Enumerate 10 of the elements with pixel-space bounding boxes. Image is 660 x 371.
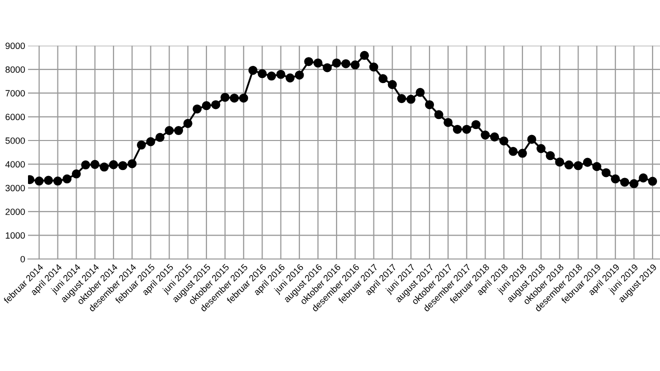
y-tick-label: 7000 [6,90,25,96]
y-tick-label: 3000 [5,184,25,192]
y-tick-label: 1000 [6,232,25,239]
y-tick-label: 6000 [6,114,25,120]
y-tick-label: 8000 [6,66,25,73]
y-tick-label: 5000 [6,137,25,144]
y-tick-label: 0 [20,256,25,262]
y-tick-label: 2000 [6,208,25,215]
y-tick-label: 9000 [6,42,25,50]
y-tick-label: 4000 [5,161,25,168]
